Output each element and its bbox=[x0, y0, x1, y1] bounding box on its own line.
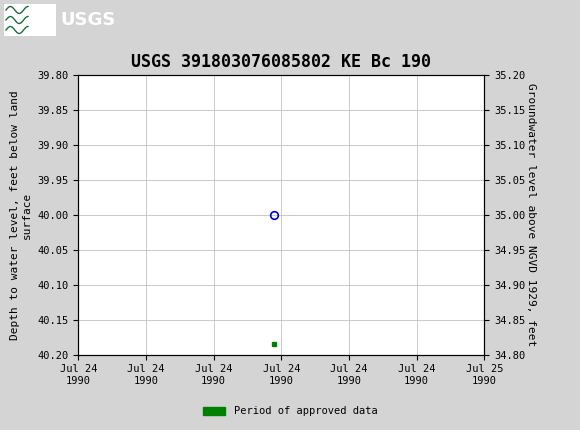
Bar bbox=[4, 4, 56, 36]
Y-axis label: Depth to water level, feet below land
surface: Depth to water level, feet below land su… bbox=[10, 90, 32, 340]
Y-axis label: Groundwater level above NGVD 1929, feet: Groundwater level above NGVD 1929, feet bbox=[527, 83, 536, 347]
Title: USGS 391803076085802 KE Bc 190: USGS 391803076085802 KE Bc 190 bbox=[131, 53, 432, 71]
Legend: Period of approved data: Period of approved data bbox=[198, 402, 382, 421]
Text: USGS: USGS bbox=[60, 11, 115, 29]
